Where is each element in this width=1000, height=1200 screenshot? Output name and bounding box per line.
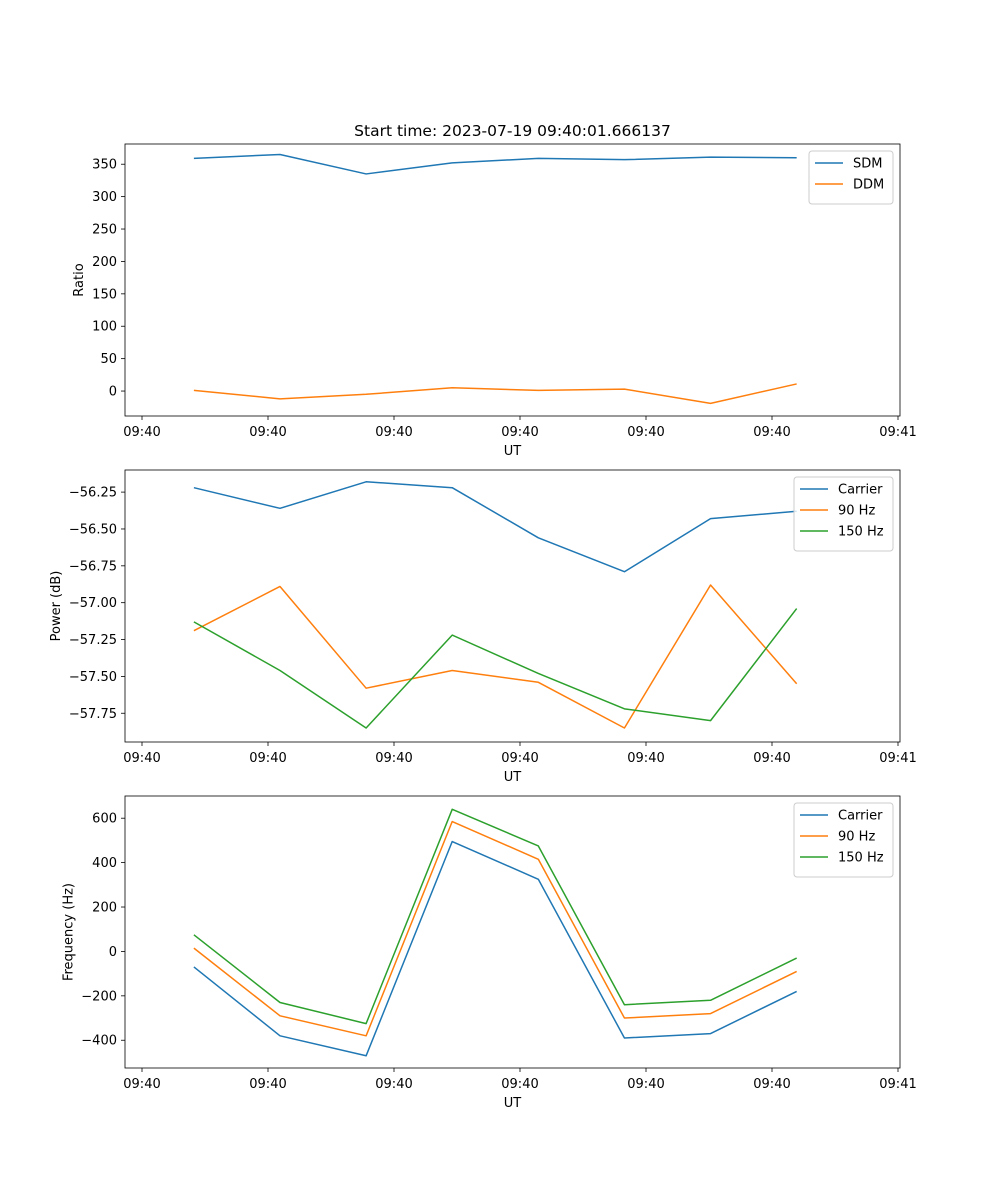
axes-frame — [124, 795, 901, 1069]
y-tick-label: 50 — [100, 352, 117, 367]
series-line-sdm — [193, 153, 797, 175]
y-tick-label: 600 — [92, 812, 117, 827]
legend: SDM DDM — [808, 150, 894, 205]
series-line-150-hz — [193, 608, 798, 729]
x-tick-label: 09:40 — [249, 425, 286, 440]
x-tick-label: 09:40 — [249, 1077, 286, 1092]
y-tick-label: 150 — [92, 287, 117, 302]
y-tick-label: −200 — [81, 989, 117, 1004]
legend: Carrier 90 Hz 150 Hz — [793, 802, 894, 878]
subplot-1: Start time: 2023-07-19 09:40:01.666137 09… — [72, 122, 917, 459]
x-axis-label: UT — [504, 1096, 522, 1111]
y-tick-label: −57.25 — [69, 633, 117, 648]
legend-label: Carrier — [838, 483, 883, 498]
legend-label: Carrier — [838, 809, 883, 824]
legend-label: 90 Hz — [838, 504, 875, 519]
x-tick-label: 09:40 — [249, 751, 286, 766]
y-tick-label: 200 — [92, 255, 117, 270]
y-tick-label: 400 — [92, 856, 117, 871]
legend-label: 90 Hz — [838, 830, 875, 845]
x-axis-label: UT — [504, 444, 522, 459]
legend: Carrier 90 Hz 150 Hz — [793, 476, 894, 552]
x-tick-label: 09:40 — [753, 751, 790, 766]
legend-box — [808, 150, 894, 205]
legend-label: DDM — [853, 178, 884, 193]
y-tick-label: 0 — [109, 385, 117, 400]
y-tick-label: −56.75 — [69, 559, 117, 574]
y-tick-label: −57.00 — [69, 596, 117, 611]
x-tick-label: 09:41 — [879, 425, 916, 440]
series-line-90-hz — [193, 584, 798, 729]
x-tick-label: 09:40 — [123, 751, 160, 766]
y-tick-label: 200 — [92, 901, 117, 916]
series-line-ddm — [193, 383, 797, 405]
subplot-3: 09:40 09:40 09:40 09:40 09:40 09:40 09:41 UT −40… — [61, 795, 917, 1111]
y-axis-label: Frequency (Hz) — [61, 883, 76, 981]
chart-title: Start time: 2023-07-19 09:40:01.666137 — [354, 122, 671, 140]
x-tick-label: 09:41 — [879, 751, 916, 766]
x-tick-label: 09:40 — [753, 425, 790, 440]
x-tick-label: 09:40 — [627, 425, 664, 440]
x-tick-label: 09:40 — [501, 425, 538, 440]
x-tick-label: 09:40 — [375, 1077, 412, 1092]
y-axis-label: Power (dB) — [49, 571, 64, 642]
y-tick-label: −56.50 — [69, 522, 117, 537]
y-tick-label: 300 — [92, 190, 117, 205]
x-tick-label: 09:40 — [375, 751, 412, 766]
y-tick-label: 350 — [92, 158, 117, 173]
x-tick-label: 09:40 — [501, 1077, 538, 1092]
x-tick-label: 09:40 — [501, 751, 538, 766]
x-tick-label: 09:41 — [879, 1077, 916, 1092]
x-tick-label: 09:40 — [627, 751, 664, 766]
series-line-150-hz — [193, 808, 797, 1025]
x-tick-label: 09:40 — [753, 1077, 790, 1092]
series-line-90-hz — [193, 820, 797, 1037]
y-tick-label: −57.50 — [69, 670, 117, 685]
axes-frame — [124, 143, 901, 417]
legend-label: 150 Hz — [838, 525, 884, 540]
y-tick-label: −57.75 — [69, 707, 117, 722]
y-tick-label: −56.25 — [69, 486, 117, 501]
legend-box — [793, 476, 894, 552]
x-tick-label: 09:40 — [375, 425, 412, 440]
series-line-carrier — [193, 481, 797, 573]
legend-label: 150 Hz — [838, 851, 884, 866]
x-tick-label: 09:40 — [627, 1077, 664, 1092]
x-tick-label: 09:40 — [123, 1077, 160, 1092]
legend-box — [793, 802, 894, 878]
y-tick-label: 100 — [92, 320, 117, 335]
y-axis-label: Ratio — [72, 263, 87, 296]
subplot-2: 09:40 09:40 09:40 09:40 09:40 09:40 09:41 UT −56… — [49, 469, 917, 785]
x-axis-label: UT — [504, 770, 522, 785]
x-tick-label: 09:40 — [123, 425, 160, 440]
series-line-carrier — [193, 840, 797, 1057]
legend-label: SDM — [853, 157, 882, 172]
axes-frame — [124, 469, 901, 743]
y-tick-label: 0 — [109, 945, 117, 960]
y-tick-label: −400 — [81, 1034, 117, 1049]
y-tick-label: 250 — [92, 223, 117, 238]
